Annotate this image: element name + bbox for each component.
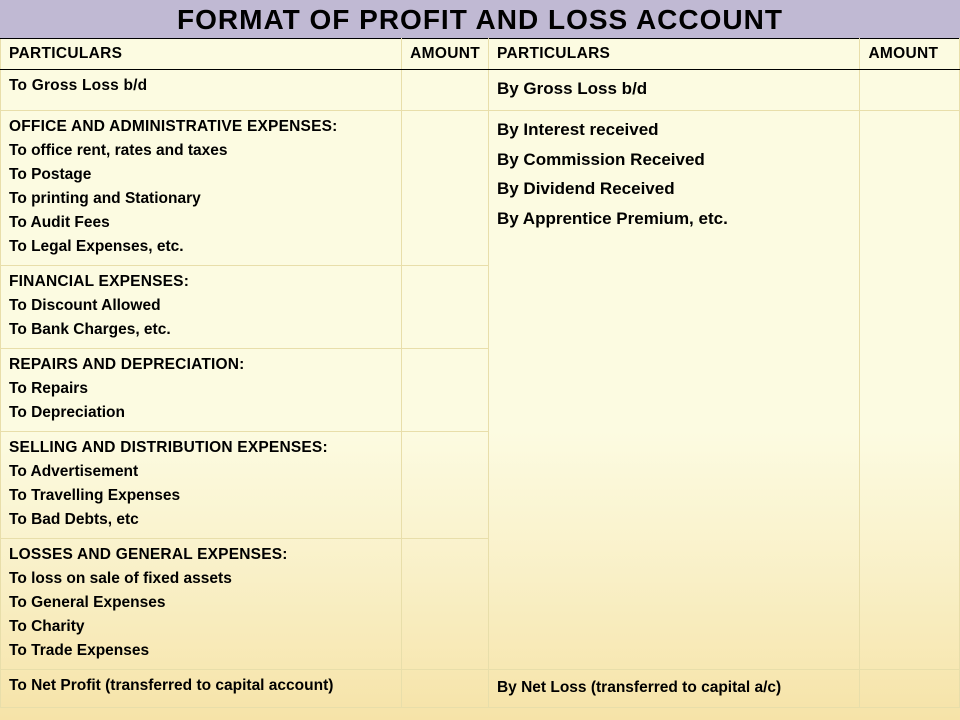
col-right-particulars: PARTICULARS bbox=[488, 39, 859, 70]
cell-right-incomes: By Interest received By Commission Recei… bbox=[488, 110, 859, 669]
office-item-3: To Audit Fees bbox=[9, 211, 393, 235]
cell-left-amt-2 bbox=[402, 265, 489, 348]
repairs-item-0: To Repairs bbox=[9, 377, 393, 401]
office-item-1: To Postage bbox=[9, 163, 393, 187]
cell-right-bottom: By Net Loss (transferred to capital a/c) bbox=[488, 670, 859, 708]
cell-left-amt-4 bbox=[402, 431, 489, 538]
cell-office-admin: OFFICE AND ADMINISTRATIVE EXPENSES: To o… bbox=[1, 110, 402, 265]
financial-item-0: To Discount Allowed bbox=[9, 294, 393, 318]
cell-left-amt-3 bbox=[402, 348, 489, 431]
right-income-2: By Dividend Received bbox=[497, 174, 851, 204]
pl-format-table: PARTICULARS AMOUNT PARTICULARS AMOUNT To… bbox=[0, 38, 960, 708]
losses-item-3: To Trade Expenses bbox=[9, 639, 393, 663]
office-item-2: To printing and Stationary bbox=[9, 187, 393, 211]
title-bar: FORMAT OF PROFIT AND LOSS ACCOUNT bbox=[0, 0, 960, 38]
financial-item-1: To Bank Charges, etc. bbox=[9, 318, 393, 342]
left-gross-loss-text: To Gross Loss b/d bbox=[9, 74, 393, 98]
right-gross-loss-text: By Gross Loss b/d bbox=[497, 74, 851, 104]
cell-left-amt-5 bbox=[402, 539, 489, 670]
selling-item-0: To Advertisement bbox=[9, 460, 393, 484]
row-gross-loss: To Gross Loss b/d By Gross Loss b/d bbox=[1, 70, 960, 111]
cell-left-amt-bottom bbox=[402, 670, 489, 708]
cell-right-gross-loss: By Gross Loss b/d bbox=[488, 70, 859, 111]
col-left-particulars: PARTICULARS bbox=[1, 39, 402, 70]
office-item-4: To Legal Expenses, etc. bbox=[9, 235, 393, 259]
cell-right-amt-1 bbox=[860, 110, 960, 669]
cell-right-amt-bottom bbox=[860, 670, 960, 708]
right-net-loss: By Net Loss (transferred to capital a/c) bbox=[497, 674, 851, 701]
cell-left-amt-0 bbox=[402, 70, 489, 111]
selling-item-1: To Travelling Expenses bbox=[9, 484, 393, 508]
left-net-profit: To Net Profit (transferred to capital ac… bbox=[9, 674, 393, 698]
cell-financial: FINANCIAL EXPENSES: To Discount Allowed … bbox=[1, 265, 402, 348]
cell-left-bottom: To Net Profit (transferred to capital ac… bbox=[1, 670, 402, 708]
losses-item-0: To loss on sale of fixed assets bbox=[9, 567, 393, 591]
row-bottom: To Net Profit (transferred to capital ac… bbox=[1, 670, 960, 708]
cell-right-amt-0 bbox=[860, 70, 960, 111]
col-left-amount: AMOUNT bbox=[402, 39, 489, 70]
col-right-amount: AMOUNT bbox=[860, 39, 960, 70]
losses-item-2: To Charity bbox=[9, 615, 393, 639]
page-title: FORMAT OF PROFIT AND LOSS ACCOUNT bbox=[0, 4, 960, 36]
right-income-1: By Commission Received bbox=[497, 145, 851, 175]
right-income-0: By Interest received bbox=[497, 115, 851, 145]
right-income-3: By Apprentice Premium, etc. bbox=[497, 204, 851, 234]
selling-heading: SELLING AND DISTRIBUTION EXPENSES: bbox=[9, 436, 393, 460]
row-office-admin: OFFICE AND ADMINISTRATIVE EXPENSES: To o… bbox=[1, 110, 960, 265]
repairs-item-1: To Depreciation bbox=[9, 401, 393, 425]
losses-heading: LOSSES AND GENERAL EXPENSES: bbox=[9, 543, 393, 567]
cell-selling-dist: SELLING AND DISTRIBUTION EXPENSES: To Ad… bbox=[1, 431, 402, 538]
repairs-heading: REPAIRS AND DEPRECIATION: bbox=[9, 353, 393, 377]
cell-losses-general: LOSSES AND GENERAL EXPENSES: To loss on … bbox=[1, 539, 402, 670]
financial-heading: FINANCIAL EXPENSES: bbox=[9, 270, 393, 294]
cell-left-amt-1 bbox=[402, 110, 489, 265]
header-row: PARTICULARS AMOUNT PARTICULARS AMOUNT bbox=[1, 39, 960, 70]
selling-item-2: To Bad Debts, etc bbox=[9, 508, 393, 532]
office-admin-heading: OFFICE AND ADMINISTRATIVE EXPENSES: bbox=[9, 115, 393, 139]
losses-item-1: To General Expenses bbox=[9, 591, 393, 615]
cell-left-gross-loss: To Gross Loss b/d bbox=[1, 70, 402, 111]
cell-repairs-dep: REPAIRS AND DEPRECIATION: To Repairs To … bbox=[1, 348, 402, 431]
office-item-0: To office rent, rates and taxes bbox=[9, 139, 393, 163]
